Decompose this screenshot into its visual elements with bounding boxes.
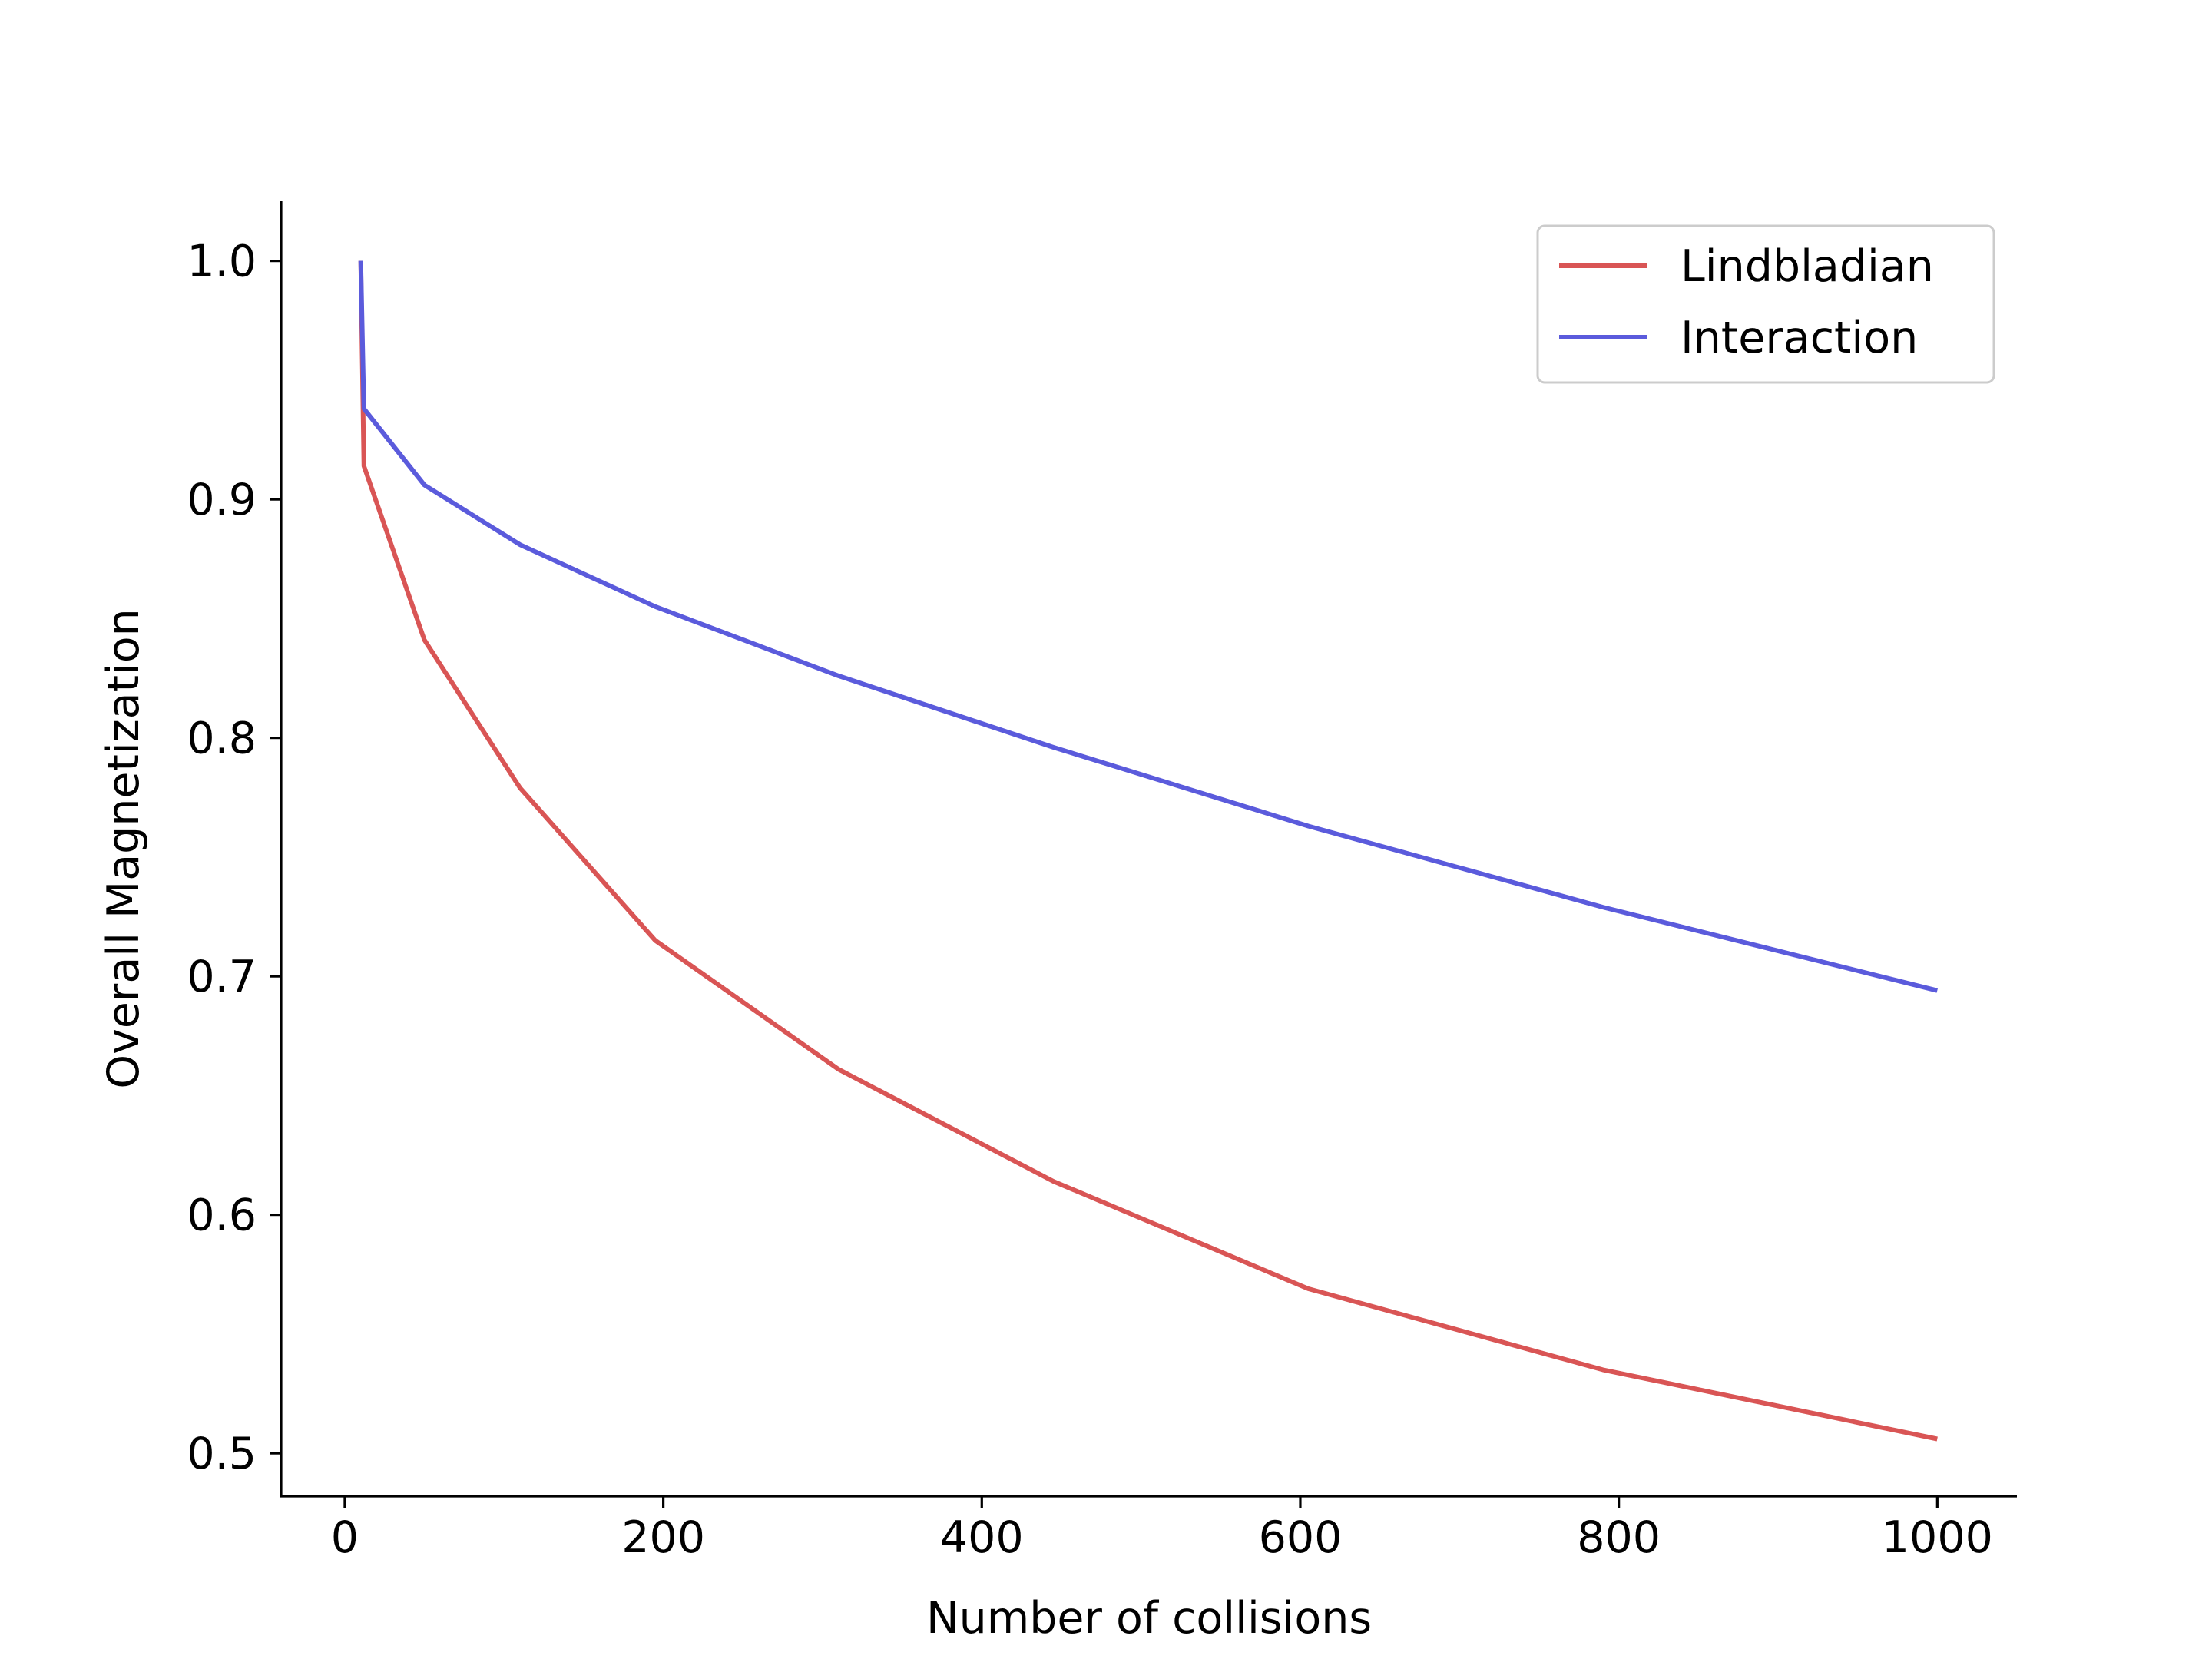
x-tick-label: 800	[1577, 1512, 1661, 1563]
y-tick-label: 0.9	[187, 475, 257, 525]
x-axis: 0 200 400 600 800 1000	[331, 1496, 1993, 1563]
legend-label-lindbladian: Lindbladian	[1681, 241, 1934, 292]
legend-frame	[1536, 224, 1995, 384]
legend-label-interaction: Interaction	[1681, 313, 1918, 363]
series-line-lindbladian	[358, 260, 1938, 1442]
y-tick-label: 0.7	[187, 952, 257, 1002]
x-tick-label: 1000	[1882, 1512, 1993, 1563]
y-tick-label: 1.0	[187, 237, 257, 287]
y-axis-title: Overall Magnetization	[98, 608, 149, 1089]
x-tick-label: 0	[331, 1512, 359, 1563]
y-tick-label: 0.8	[187, 714, 257, 764]
x-axis-title: Number of collisions	[926, 1593, 1372, 1644]
x-tick-label: 200	[621, 1512, 705, 1563]
x-tick-label: 600	[1259, 1512, 1343, 1563]
series-line-interaction	[358, 260, 1939, 993]
legend: Lindbladian Interaction	[1536, 224, 1995, 384]
y-tick-label: 0.6	[187, 1190, 257, 1241]
y-axis: 0.5 0.6 0.7 0.8 0.9 1.0	[187, 237, 281, 1479]
x-tick-label: 400	[940, 1512, 1024, 1563]
plot-area	[358, 260, 1939, 1442]
y-tick-label: 0.5	[187, 1429, 257, 1479]
